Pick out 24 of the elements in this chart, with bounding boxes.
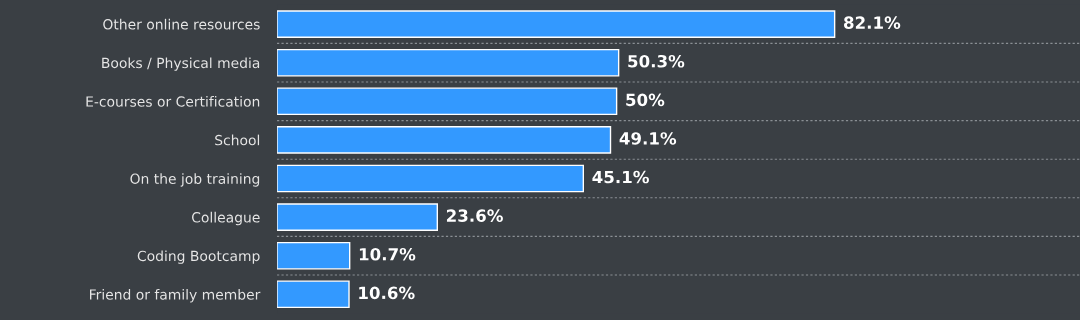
y-tick-label: Books / Physical media — [102, 57, 260, 71]
bar — [277, 126, 612, 154]
data-label: 23.6% — [446, 209, 503, 222]
data-label: 45.1% — [592, 170, 649, 184]
data-label: 49.1% — [619, 132, 677, 145]
bar — [277, 164, 585, 193]
bar — [277, 10, 836, 38]
y-tick-label: Coding Bootcamp — [137, 250, 260, 264]
data-label: 10.7% — [359, 247, 416, 261]
y-tick-label: School — [215, 134, 260, 146]
y-tick-label: E-courses or Certification — [86, 96, 260, 107]
bar — [277, 241, 351, 270]
bar — [277, 48, 620, 77]
data-label: 50% — [626, 93, 665, 107]
y-tick-label: On the job training — [130, 173, 260, 187]
bar — [277, 280, 350, 309]
data-label: 50.3% — [628, 54, 685, 68]
data-label: 10.6% — [359, 286, 415, 300]
bar — [277, 87, 618, 116]
y-tick-label: Colleague — [192, 211, 260, 226]
y-tick-label: Other online resources — [103, 18, 260, 30]
y-tick-label: Friend or family member — [90, 289, 261, 303]
bar — [277, 203, 439, 231]
data-label: 82.1% — [844, 16, 901, 29]
